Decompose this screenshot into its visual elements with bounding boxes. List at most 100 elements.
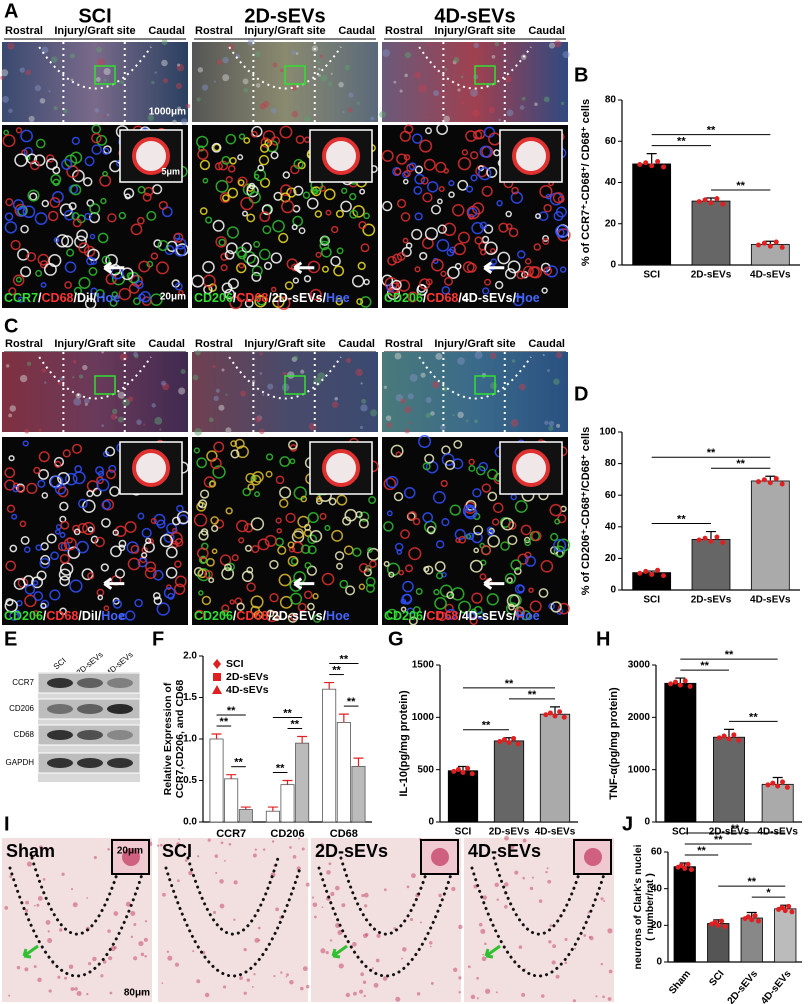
cell <box>419 139 433 153</box>
cell <box>196 547 209 560</box>
cell <box>281 200 295 214</box>
cell <box>220 264 228 272</box>
x-tick-label: SCI <box>455 827 472 838</box>
texture <box>318 74 321 77</box>
orientation-label: Caudal <box>528 338 565 350</box>
texture <box>352 941 357 947</box>
cell <box>540 560 554 573</box>
cell <box>472 488 482 498</box>
error-bar <box>550 706 560 715</box>
cell <box>297 515 310 528</box>
cell <box>215 179 229 193</box>
cell <box>321 265 329 273</box>
cell <box>54 460 62 468</box>
cell <box>202 260 215 274</box>
data-point <box>655 567 661 573</box>
texture <box>363 892 369 898</box>
texture <box>560 101 565 106</box>
cell <box>277 296 291 310</box>
texture <box>494 41 500 47</box>
cell <box>365 583 375 593</box>
cell <box>66 165 79 178</box>
bar <box>740 917 763 963</box>
cell <box>474 236 483 245</box>
cell <box>309 530 323 543</box>
significance-label: ** <box>220 716 229 728</box>
legend-marker <box>213 673 221 681</box>
arrow <box>331 944 348 959</box>
nucleus-border <box>164 866 302 978</box>
cell <box>451 587 465 601</box>
cell <box>431 258 444 272</box>
cell <box>150 517 157 525</box>
texture <box>474 419 478 424</box>
stain-part: /DiI/ <box>74 291 97 305</box>
cell <box>208 283 217 292</box>
texture <box>128 396 134 402</box>
cell <box>35 269 43 277</box>
texture <box>242 78 249 85</box>
cell <box>448 191 455 198</box>
texture <box>136 419 142 425</box>
cell <box>236 445 249 459</box>
inset-cell <box>512 137 550 175</box>
scale-label: 80μm <box>124 988 150 999</box>
texture <box>222 74 230 82</box>
cell <box>491 518 500 526</box>
texture <box>326 870 331 875</box>
cell <box>441 453 455 467</box>
cell <box>402 580 414 593</box>
cell <box>358 583 366 590</box>
cell <box>251 545 260 554</box>
cell <box>96 478 110 492</box>
texture <box>227 43 235 51</box>
texture <box>247 38 255 46</box>
texture <box>161 39 168 46</box>
texture <box>254 415 262 423</box>
texture <box>420 372 426 378</box>
cell <box>86 256 95 266</box>
texture <box>472 109 480 117</box>
texture <box>8 108 13 114</box>
cell <box>152 569 164 581</box>
cell <box>458 600 471 614</box>
texture <box>175 82 182 90</box>
cell <box>263 261 273 270</box>
cell <box>219 192 231 203</box>
y-tick-label: 1000 <box>412 712 435 723</box>
cell <box>484 241 498 255</box>
cell <box>59 607 67 616</box>
cell <box>196 457 208 469</box>
cell <box>156 519 166 529</box>
cell <box>432 490 446 504</box>
texture <box>101 350 104 354</box>
cell <box>468 213 475 220</box>
texture <box>404 428 410 434</box>
cell <box>245 472 256 483</box>
cell <box>408 616 418 626</box>
cell <box>498 222 509 233</box>
texture <box>476 997 479 1000</box>
texture <box>311 896 315 899</box>
cell <box>127 271 140 284</box>
texture <box>407 393 414 400</box>
cell <box>511 186 519 195</box>
significance-label: ** <box>276 762 285 774</box>
texture <box>252 853 257 858</box>
cell <box>396 549 403 555</box>
significance-label: ** <box>283 707 292 719</box>
bar <box>322 688 337 823</box>
cell <box>246 213 256 223</box>
cell <box>110 545 122 558</box>
y-tick-label: 20 <box>605 553 617 564</box>
cell <box>257 538 270 551</box>
cell <box>174 245 187 257</box>
texture <box>555 351 563 359</box>
cell <box>199 207 208 216</box>
error-bar <box>338 713 349 723</box>
cell <box>330 255 341 267</box>
cell <box>27 189 40 202</box>
cell <box>201 595 212 606</box>
texture <box>243 991 247 995</box>
